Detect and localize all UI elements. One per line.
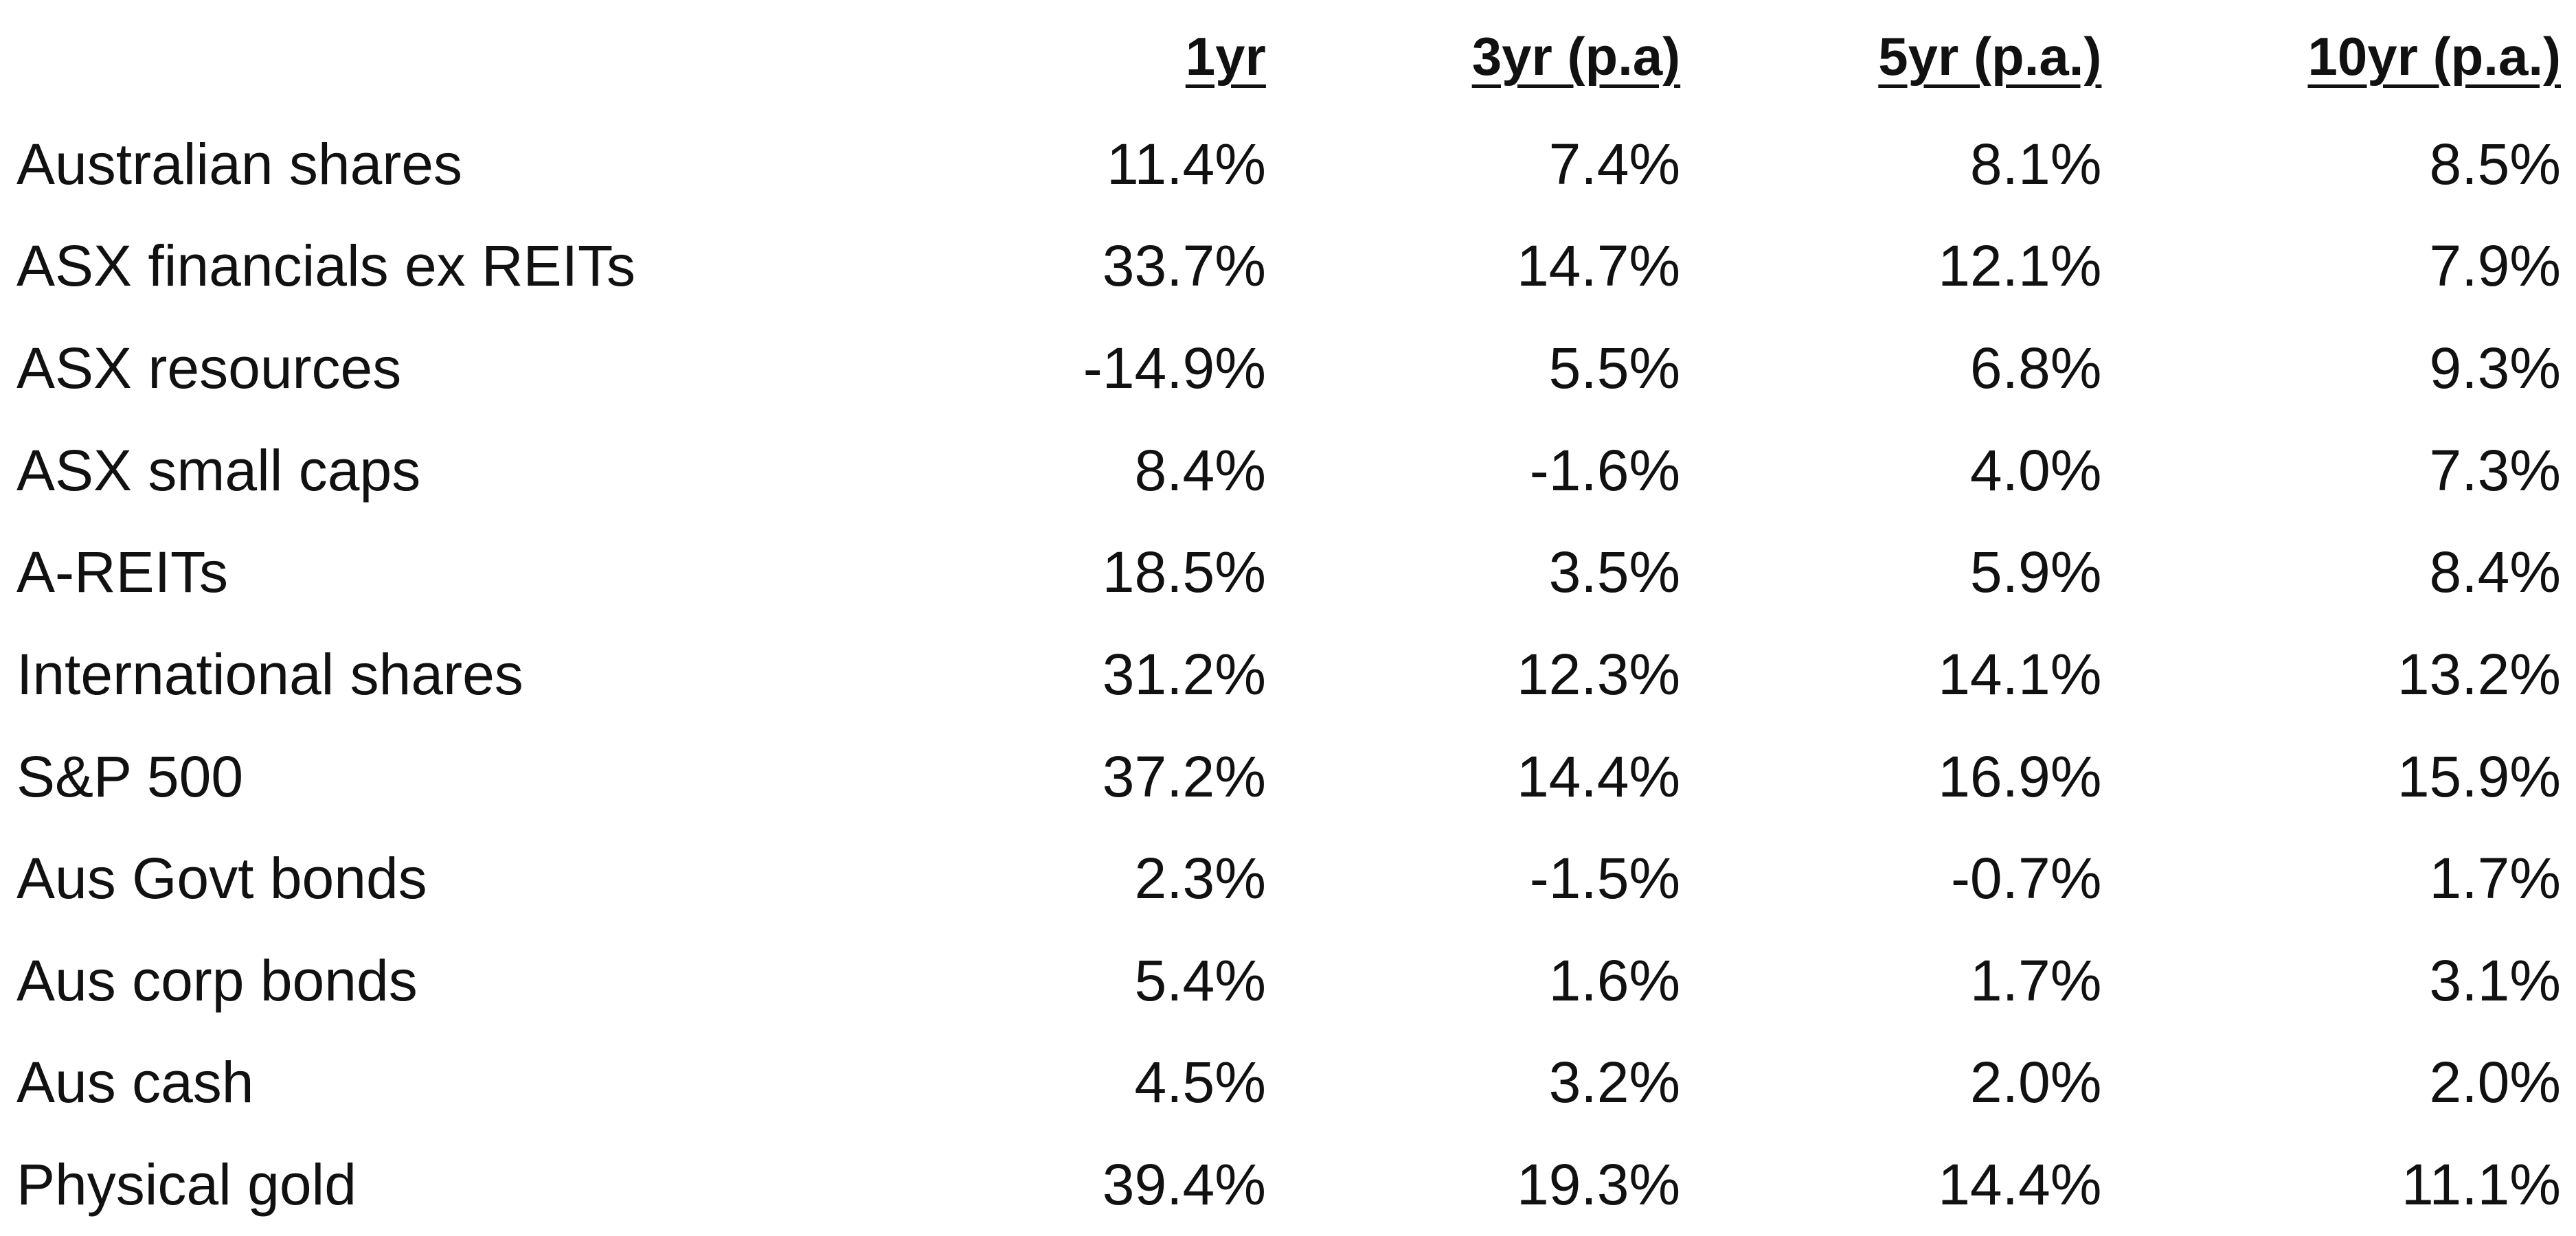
asset-label: Aus Govt bonds — [16, 846, 427, 911]
value-10yr: 13.2% — [2397, 641, 2561, 707]
value-1yr: 31.2% — [1102, 641, 1266, 707]
value-3yr: 19.3% — [1516, 1152, 1681, 1217]
table-row: Aus cash 4.5% 3.2% 2.0% 2.0% — [0, 1032, 2576, 1134]
value-10yr: 3.1% — [2429, 948, 2561, 1013]
header-row: 1yr 3yr (p.a) 5yr (p.a.) 10yr (p.a.) — [0, 0, 2576, 113]
value-5yr: 4.0% — [1969, 437, 2102, 503]
value-5yr: 2.0% — [1969, 1050, 2102, 1115]
asset-label: ASX small caps — [16, 437, 421, 503]
column-header-5yr: 5yr (p.a.) — [1878, 26, 2102, 87]
value-3yr: 1.6% — [1548, 948, 1681, 1013]
table-row: Australian shares 11.4% 7.4% 8.1% 8.5% — [0, 113, 2576, 216]
asset-label: Aus corp bonds — [16, 948, 418, 1013]
column-header-1yr: 1yr — [1185, 26, 1266, 87]
column-header-10yr: 10yr (p.a.) — [2307, 26, 2561, 87]
header-corner — [0, 0, 974, 113]
asset-label: A-REITs — [16, 540, 229, 605]
value-3yr: 14.4% — [1516, 744, 1681, 809]
table-row: Physical gold 39.4% 19.3% 14.4% 11.1% — [0, 1134, 2576, 1236]
value-5yr: 5.9% — [1969, 540, 2102, 605]
value-10yr: 1.7% — [2429, 846, 2561, 911]
asset-label: International shares — [16, 641, 523, 707]
value-5yr: 12.1% — [1938, 233, 2102, 299]
table-row: ASX resources -14.9% 5.5% 6.8% 9.3% — [0, 317, 2576, 420]
table-row: Aus Govt bonds 2.3% -1.5% -0.7% 1.7% — [0, 827, 2576, 930]
asset-label: Aus cash — [16, 1050, 254, 1115]
value-3yr: 5.5% — [1548, 336, 1681, 401]
value-5yr: 1.7% — [1969, 948, 2102, 1013]
value-1yr: 39.4% — [1102, 1152, 1266, 1217]
value-10yr: 8.5% — [2429, 131, 2561, 196]
value-5yr: 8.1% — [1969, 131, 2102, 196]
value-10yr: 7.9% — [2429, 233, 2561, 299]
value-1yr: 2.3% — [1134, 846, 1266, 911]
value-3yr: 3.2% — [1548, 1050, 1681, 1115]
value-10yr: 11.1% — [2402, 1152, 2561, 1217]
value-3yr: 7.4% — [1548, 131, 1681, 196]
value-1yr: 18.5% — [1102, 540, 1266, 605]
value-10yr: 7.3% — [2429, 437, 2561, 503]
table-row: A-REITs 18.5% 3.5% 5.9% 8.4% — [0, 522, 2576, 624]
table-row: ASX small caps 8.4% -1.6% 4.0% 7.3% — [0, 420, 2576, 522]
value-5yr: 14.1% — [1938, 641, 2102, 707]
value-5yr: 14.4% — [1938, 1152, 2102, 1217]
value-5yr: 6.8% — [1969, 336, 2102, 401]
asset-label: ASX financials ex REITs — [16, 233, 636, 299]
table-row: International shares 31.2% 12.3% 14.1% 1… — [0, 623, 2576, 726]
value-10yr: 15.9% — [2397, 744, 2561, 809]
asset-label: S&P 500 — [16, 744, 244, 809]
value-1yr: 33.7% — [1102, 233, 1266, 299]
table-row: S&P 500 37.2% 14.4% 16.9% 15.9% — [0, 726, 2576, 828]
value-1yr: 11.4% — [1106, 131, 1266, 196]
value-3yr: 14.7% — [1516, 233, 1681, 299]
value-10yr: 9.3% — [2429, 336, 2561, 401]
value-3yr: 12.3% — [1516, 641, 1681, 707]
asset-label: Australian shares — [16, 131, 462, 196]
value-3yr: -1.5% — [1529, 846, 1681, 911]
asset-label: ASX resources — [16, 336, 402, 401]
value-10yr: 2.0% — [2429, 1050, 2561, 1115]
value-5yr: -0.7% — [1950, 846, 2102, 911]
value-1yr: 4.5% — [1134, 1050, 1266, 1115]
value-5yr: 16.9% — [1938, 744, 2102, 809]
value-3yr: -1.6% — [1529, 437, 1681, 503]
value-1yr: 8.4% — [1134, 437, 1266, 503]
table-row: ASX financials ex REITs 33.7% 14.7% 12.1… — [0, 216, 2576, 318]
asset-label: Physical gold — [16, 1152, 357, 1217]
value-1yr: 5.4% — [1134, 948, 1266, 1013]
column-header-3yr: 3yr (p.a) — [1471, 26, 1681, 87]
value-1yr: 37.2% — [1102, 744, 1266, 809]
value-10yr: 8.4% — [2429, 540, 2561, 605]
table-row: Aus corp bonds 5.4% 1.6% 1.7% 3.1% — [0, 930, 2576, 1032]
value-3yr: 3.5% — [1548, 540, 1681, 605]
value-1yr: -14.9% — [1083, 336, 1266, 401]
